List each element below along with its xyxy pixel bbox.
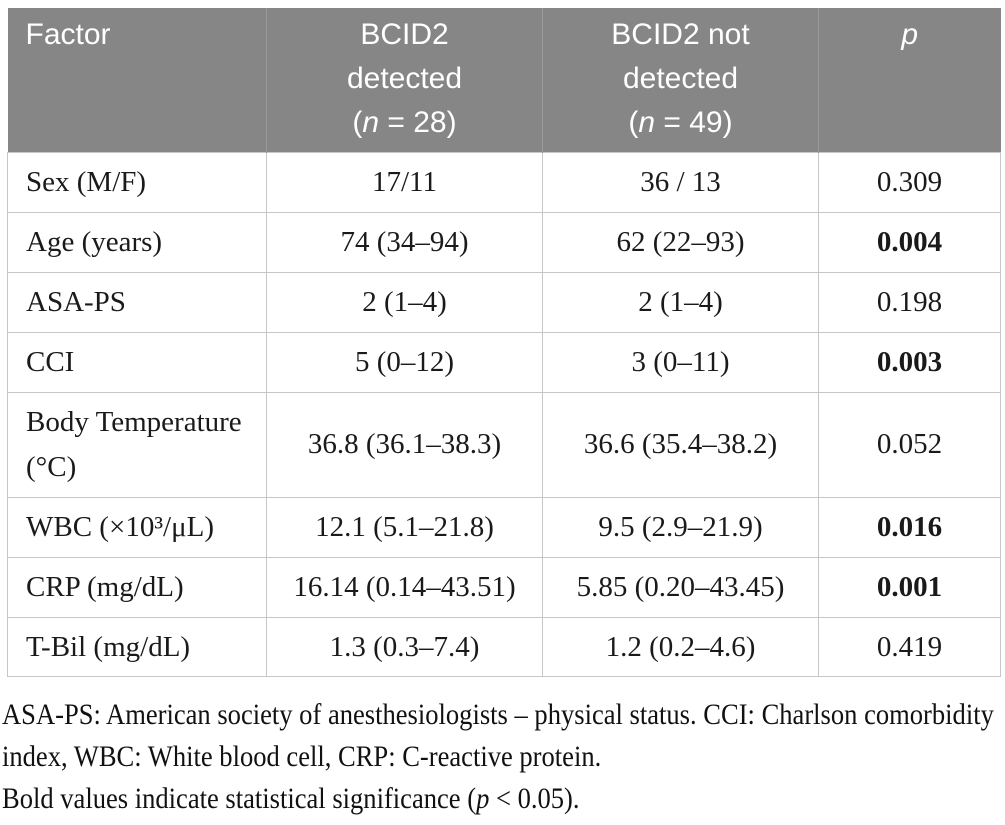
- header-bcid2-detected: BCID2 detected (n = 28): [266, 8, 543, 153]
- footnote: ASA-PS: American society of anesthesiolo…: [2, 694, 1000, 820]
- detected-value-cell: 74 (34–94): [266, 211, 543, 273]
- significance-note: Bold values indicate statistical signifi…: [2, 782, 580, 816]
- p-value-cell: 0.309: [818, 152, 1001, 213]
- comparison-table: Factor BCID2 detected (n = 28) BCID2 not…: [7, 8, 1001, 678]
- detected-value-cell: 1.3 (0.3–7.4): [266, 616, 543, 678]
- not-detected-value-cell: 3 (0–11): [542, 331, 819, 393]
- factor-cell: WBC (×10³/μL): [7, 496, 267, 558]
- detected-value-cell: 12.1 (5.1–21.8): [266, 496, 543, 558]
- p-value-cell: 0.198: [818, 271, 1001, 333]
- header-p: p: [818, 8, 1001, 153]
- table-row: WBC (×10³/μL) 12.1 (5.1–21.8) 9.5 (2.9–2…: [7, 496, 1001, 558]
- not-detected-value-cell: 1.2 (0.2–4.6): [542, 616, 819, 678]
- factor-cell: T-Bil (mg/dL): [7, 616, 267, 678]
- abbreviations-note: ASA-PS: American society of anesthesiolo…: [2, 698, 994, 774]
- not-detected-value-cell: 2 (1–4): [542, 271, 819, 333]
- not-detected-value-cell: 5.85 (0.20–43.45): [542, 556, 819, 618]
- header-row: Factor BCID2 detected (n = 28) BCID2 not…: [7, 8, 1001, 153]
- p-value-cell: 0.004: [818, 211, 1001, 273]
- header-not-detected-line1: BCID2 not: [611, 18, 750, 51]
- table-row: Age (years) 74 (34–94) 62 (22–93) 0.004: [7, 211, 1001, 273]
- header-not-detected-line2: detected: [622, 62, 739, 95]
- factor-cell: Body Temperature (°C): [7, 391, 267, 498]
- header-factor: Factor: [7, 8, 267, 153]
- detected-value-cell: 5 (0–12): [266, 331, 543, 393]
- header-detected-line1: BCID2: [360, 18, 449, 51]
- table-row: ASA-PS 2 (1–4) 2 (1–4) 0.198: [7, 271, 1001, 333]
- table-row: Body Temperature (°C) 36.8 (36.1–38.3) 3…: [7, 391, 1001, 498]
- header-not-detected-n: (n = 49): [628, 106, 733, 139]
- detected-value-cell: 2 (1–4): [266, 271, 543, 333]
- factor-cell: ASA-PS: [7, 271, 267, 333]
- detected-value-cell: 17/11: [266, 152, 543, 213]
- table-row: Sex (M/F) 17/11 36 / 13 0.309: [7, 152, 1001, 213]
- factor-cell: CCI: [7, 331, 267, 393]
- not-detected-value-cell: 36.6 (35.4–38.2): [542, 391, 819, 498]
- p-value-cell: 0.001: [818, 556, 1001, 618]
- factor-cell: Sex (M/F): [7, 152, 267, 213]
- header-bcid2-not-detected: BCID2 not detected (n = 49): [542, 8, 819, 153]
- detected-value-cell: 16.14 (0.14–43.51): [266, 556, 543, 618]
- p-value-cell: 0.419: [818, 616, 1001, 678]
- not-detected-value-cell: 9.5 (2.9–21.9): [542, 496, 819, 558]
- p-value-cell: 0.003: [818, 331, 1001, 393]
- p-value-cell: 0.052: [818, 391, 1001, 498]
- detected-value-cell: 36.8 (36.1–38.3): [266, 391, 543, 498]
- table-row: CCI 5 (0–12) 3 (0–11) 0.003: [7, 331, 1001, 393]
- header-detected-n: (n = 28): [352, 106, 457, 139]
- factor-cell: Age (years): [7, 211, 267, 273]
- factor-cell: CRP (mg/dL): [7, 556, 267, 618]
- table-row: CRP (mg/dL) 16.14 (0.14–43.51) 5.85 (0.2…: [7, 556, 1001, 618]
- header-detected-line2: detected: [346, 62, 463, 95]
- not-detected-value-cell: 36 / 13: [542, 152, 819, 213]
- not-detected-value-cell: 62 (22–93): [542, 211, 819, 273]
- p-value-cell: 0.016: [818, 496, 1001, 558]
- table-row: T-Bil (mg/dL) 1.3 (0.3–7.4) 1.2 (0.2–4.6…: [7, 616, 1001, 678]
